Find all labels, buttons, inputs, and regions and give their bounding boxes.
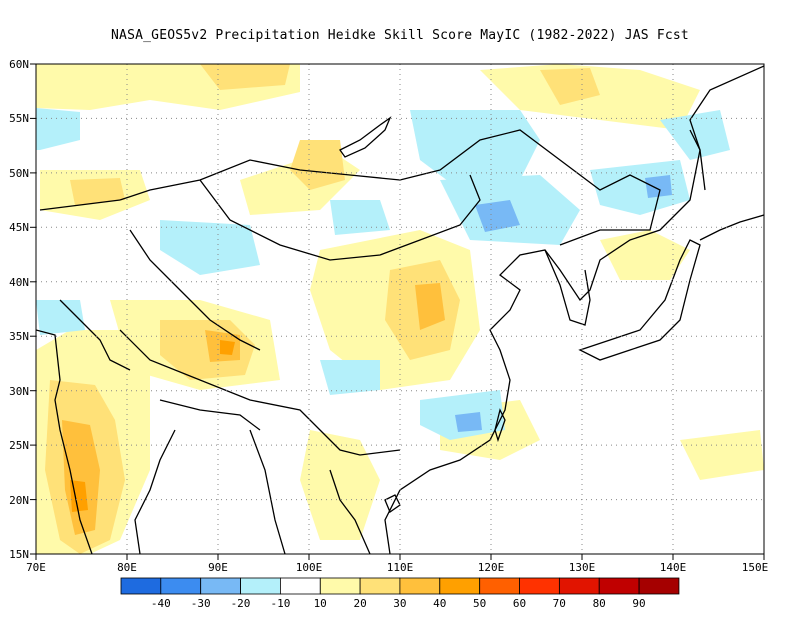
axis-ticks [30,63,765,560]
colorbar-swatch [120,577,162,595]
lon-label: 130E [569,561,596,574]
colorbar-swatch [479,577,520,595]
map-title: NASA_GEOS5v2 Precipitation Heidke Skill … [111,28,689,43]
colorbar-label: 60 [513,597,526,610]
lat-label: 45N [9,221,29,234]
colorbar-label: -30 [191,597,211,610]
lon-label: 140E [660,561,687,574]
colorbar-label: 20 [353,597,366,610]
colorbar-label: 30 [393,597,406,610]
colorbar-label: 40 [433,597,446,610]
coastline-borders [36,65,764,554]
graticule [36,64,764,554]
colorbar-swatch [160,577,202,595]
lat-label: 25N [9,439,29,452]
lon-label: 120E [478,561,505,574]
lat-label: 30N [9,385,29,398]
lat-label: 55N [9,112,29,125]
lon-label: 80E [117,561,137,574]
colorbar: -40 -30 -20 -10 10 20 30 40 50 60 70 80 … [120,577,680,610]
colorbar-swatch [399,577,441,595]
colorbar-label: 10 [314,597,327,610]
colorbar-swatch [359,577,401,595]
lon-label: 100E [296,561,323,574]
lat-label: 50N [9,167,29,180]
colorbar-swatch [519,577,560,595]
lon-label: 70E [26,561,46,574]
lon-label: 150E [742,561,769,574]
lat-label: 35N [9,330,29,343]
lon-label: 110E [387,561,414,574]
lat-label: 15N [9,548,29,561]
colorbar-swatch [598,577,640,595]
colorbar-label: 90 [632,597,645,610]
lon-label: 90E [208,561,228,574]
colorbar-label: -40 [151,597,171,610]
colorbar-swatch [200,577,241,595]
skill-score-shading [36,64,764,554]
lat-label: 40N [9,276,29,289]
lat-label: 20N [9,494,29,507]
colorbar-swatch [638,577,680,595]
colorbar-swatch [279,577,321,595]
colorbar-label: -10 [270,597,290,610]
lat-label: 60N [9,58,29,71]
colorbar-swatch [319,577,361,595]
colorbar-swatch [559,577,600,595]
colorbar-label: 50 [473,597,486,610]
colorbar-swatch [240,577,281,595]
colorbar-label: -20 [231,597,251,610]
colorbar-swatch [439,577,481,595]
colorbar-label: 80 [593,597,606,610]
colorbar-label: 70 [553,597,566,610]
